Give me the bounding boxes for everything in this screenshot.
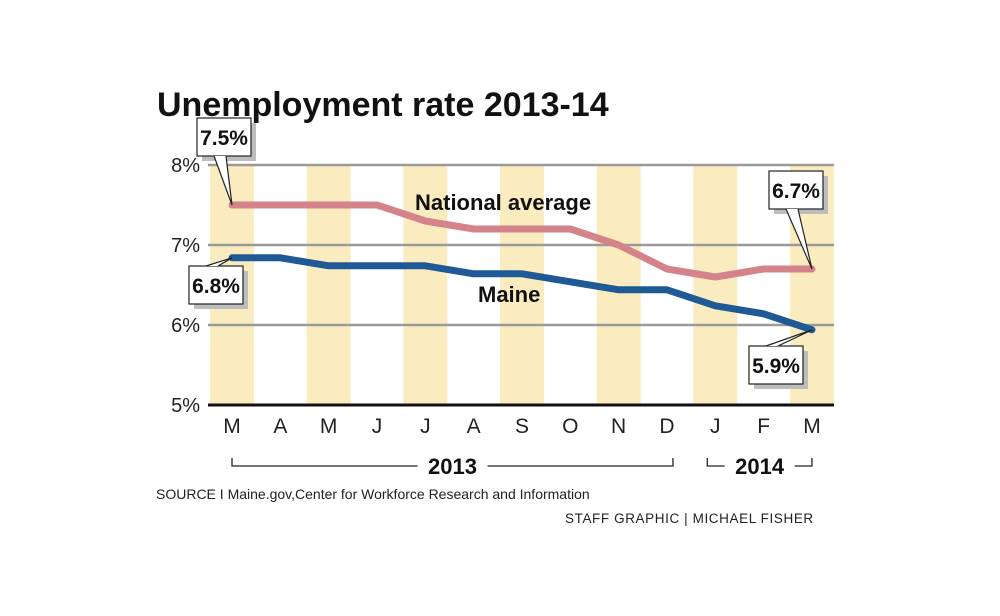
x-tick-label: S [515,415,529,438]
series-label-national: National average [415,190,591,215]
callout-label: 7.5% [200,127,248,150]
callout-box [196,117,252,157]
x-tick-label: J [372,415,383,438]
callout-pointer [785,208,813,270]
staff-credit: STAFF GRAPHIC | MICHAEL FISHER [565,511,814,526]
x-tick-label: A [467,415,481,438]
callout-label: 5.9% [752,355,800,378]
callout-box [748,345,804,385]
x-tick-label: M [223,415,241,438]
series-label-maine: Maine [478,282,540,307]
x-tick-label: D [659,415,674,438]
year-bracket-right [487,458,674,467]
x-tick-label: M [320,415,338,438]
year-bracket-left [231,458,418,467]
column-band [306,165,351,405]
x-tick-label: O [562,415,578,438]
y-tick-label: 6% [171,315,200,337]
y-tick-label: 8% [171,155,200,177]
y-tick-label: 7% [171,235,200,257]
year-bracket-right [794,458,813,467]
x-tick-label: J [420,415,431,438]
y-tick-label: 5% [171,395,200,417]
column-band [499,165,544,405]
column-band [693,165,738,405]
x-tick-label: A [273,415,287,438]
source-note: SOURCE I Maine.gov,Center for Workforce … [156,486,590,502]
year-bracket-left [706,458,725,467]
year-label: 2013 [428,454,477,479]
x-tick-label: J [710,415,721,438]
callout-label: 6.7% [772,180,820,203]
series-line-national [228,201,816,281]
x-tick-label: N [611,415,626,438]
x-tick-label: M [803,415,821,438]
callout-box [188,265,244,305]
x-tick-label: F [757,415,770,438]
callout-pointer [765,329,813,347]
year-label: 2014 [735,454,785,479]
series-line-maine [228,254,816,334]
callout-label: 6.8% [192,275,240,298]
callout-pointer [213,155,233,206]
callout-pointer [205,257,233,267]
column-band [403,165,448,405]
